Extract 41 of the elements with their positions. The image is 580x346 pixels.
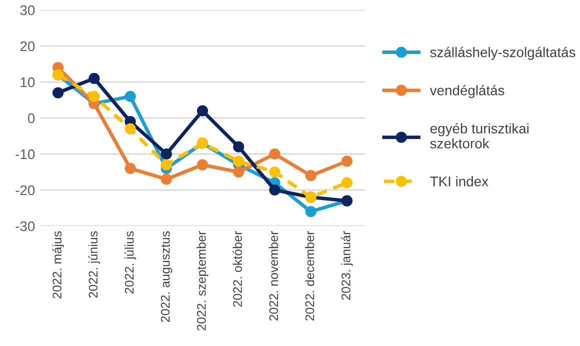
- point: [341, 156, 352, 167]
- y-tick-label: 10: [20, 77, 35, 88]
- point: [233, 141, 244, 152]
- legend-label: vendéglátás: [430, 84, 504, 98]
- point: [124, 90, 136, 102]
- point: [305, 206, 316, 218]
- point: [124, 162, 136, 174]
- point: [269, 166, 280, 178]
- x-tick-label: 2022. szeptember: [196, 231, 208, 330]
- point: [269, 184, 280, 196]
- legend-label: egyéb turisztikai szektorok: [430, 123, 528, 148]
- x-tick-label: 2022. június: [88, 231, 100, 298]
- legend-label: TKI index: [430, 176, 488, 186]
- y-tick-label: 20: [20, 41, 35, 52]
- point: [160, 159, 172, 170]
- y-tick-label: 30: [20, 5, 35, 16]
- point: [124, 123, 136, 134]
- point: [196, 105, 208, 116]
- y-tick-label: -20: [16, 185, 35, 196]
- point: [269, 148, 280, 160]
- point: [233, 156, 244, 167]
- point: [305, 170, 316, 182]
- x-tick-label: 2022. december: [305, 231, 314, 321]
- y-tick-label: -30: [16, 221, 35, 232]
- x-tick-label: 2022. július: [124, 231, 136, 294]
- point: [341, 177, 352, 188]
- x-tick-label: 2023. január: [341, 231, 353, 300]
- y-tick-label: -10: [16, 149, 35, 160]
- point: [52, 87, 64, 98]
- x-tick-label: 2022. október: [232, 231, 242, 307]
- x-tick-label: 2022. november: [268, 231, 278, 321]
- point: [88, 72, 100, 84]
- x-tick-label: 2022. május: [52, 231, 64, 298]
- y-tick-label: 0: [28, 113, 35, 124]
- point: [196, 159, 208, 170]
- point: [88, 90, 100, 102]
- point: [233, 166, 244, 178]
- legend-label: szálláshely-szolgáltatás: [430, 46, 576, 60]
- x-tick-label: 2022. augusztus: [160, 231, 172, 322]
- point: [160, 174, 172, 185]
- point: [160, 148, 172, 160]
